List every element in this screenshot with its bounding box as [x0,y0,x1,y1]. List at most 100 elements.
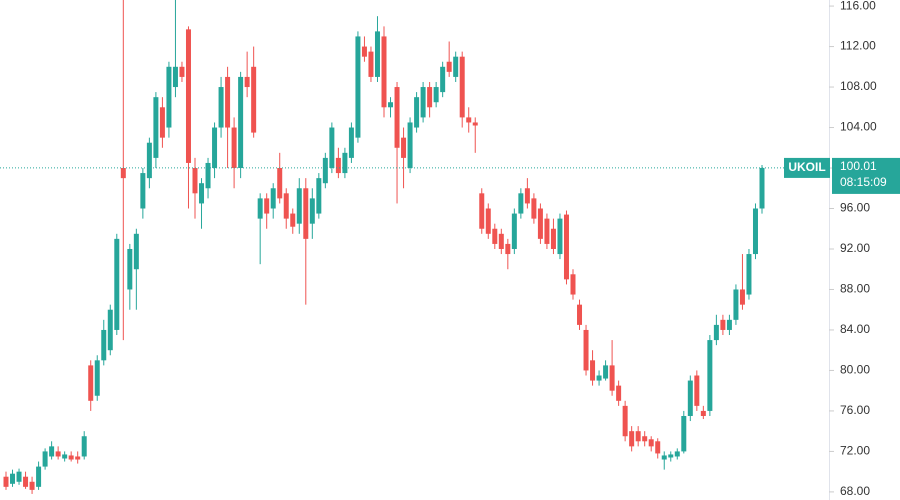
candle-body [374,31,380,77]
candle-body [505,243,511,255]
candle-body [316,178,322,214]
candle-body [655,441,661,454]
candle-body [55,451,61,457]
candle-body [603,365,609,379]
candle-body [401,137,407,158]
candle-body [88,365,94,401]
candle-body [133,233,139,270]
candle-body [681,415,687,452]
candle-body [479,193,485,229]
candle-body [739,289,745,305]
countdown-label: 08:15:09 [840,175,887,189]
y-tick-label: 108.00 [840,79,877,93]
candle-body [746,254,752,295]
candle-body [36,466,42,487]
candle-body [23,476,29,487]
candle-body [361,46,367,57]
candle-body [622,405,628,437]
candle-body [453,56,459,77]
candle-body [498,233,504,249]
candle-body [225,76,231,128]
candle-body [290,213,296,227]
y-tick-label: 96.00 [840,201,870,215]
candle-body [270,188,276,209]
candle-body [153,97,159,158]
candle-body [127,248,133,290]
candle-body [752,208,758,255]
y-tick-label: 116.00 [840,0,876,12]
price-tag [832,157,900,194]
candle-body [570,274,576,295]
candle-body [283,193,289,219]
price-label: 100.01 [840,159,877,173]
candle-body [466,117,472,123]
candle-body [101,329,107,361]
candle-body [472,122,478,126]
candle-body [309,198,315,224]
candle-body [492,228,498,244]
candle-body [726,319,732,330]
candle-body [427,87,433,108]
candle-body [414,97,420,128]
candle-body [192,168,198,194]
candle-body [518,193,524,214]
y-tick-label: 112.00 [840,39,876,53]
candle-body [485,208,491,234]
candle-body [388,102,394,108]
candle-body [629,431,635,447]
candle-body [3,476,9,487]
candle-body [433,87,439,103]
candle-body [544,218,550,244]
candle-body [577,304,583,325]
candle-body [557,218,563,255]
candle-body [10,473,16,484]
candle-body [407,122,413,169]
candle-body [322,157,328,184]
candle-body [590,360,596,381]
candle-body [648,439,654,447]
candle-body [381,36,387,108]
candle-body [759,167,765,209]
y-tick-label: 80.00 [840,363,870,377]
candle-body [277,168,283,199]
candle-body [212,127,218,169]
candle-body [713,324,719,341]
candle-body [218,87,224,128]
candle-body [355,36,361,138]
candle-body [49,446,55,457]
candle-body [107,309,113,351]
candle-body [511,213,517,249]
candle-body [199,183,205,204]
y-tick-label: 76.00 [840,403,870,417]
y-tick-label: 104.00 [840,120,877,134]
candle-body [238,76,244,169]
candle-body [440,66,446,93]
candle-body [700,410,706,416]
candle-body [140,173,146,209]
candle-body [94,360,100,396]
candle-body [420,87,426,118]
candle-body [446,61,452,72]
candle-body [609,365,615,391]
y-tick-label: 92.00 [840,241,870,255]
candle-body [231,127,237,169]
candle-body [348,127,354,158]
candle-body [29,481,35,490]
candle-body [296,188,302,224]
candle-body [368,51,374,77]
candle-body [62,454,68,459]
candle-body [687,380,693,416]
candle-body [616,385,622,401]
candle-body [720,319,726,330]
candle-body [159,107,165,138]
candle-body [394,87,400,148]
candle-body [257,198,263,219]
candle-body [335,157,341,174]
candle-body [68,455,74,460]
y-tick-label: 84.00 [840,322,870,336]
candle-body [635,431,641,442]
candle-body [563,214,569,280]
